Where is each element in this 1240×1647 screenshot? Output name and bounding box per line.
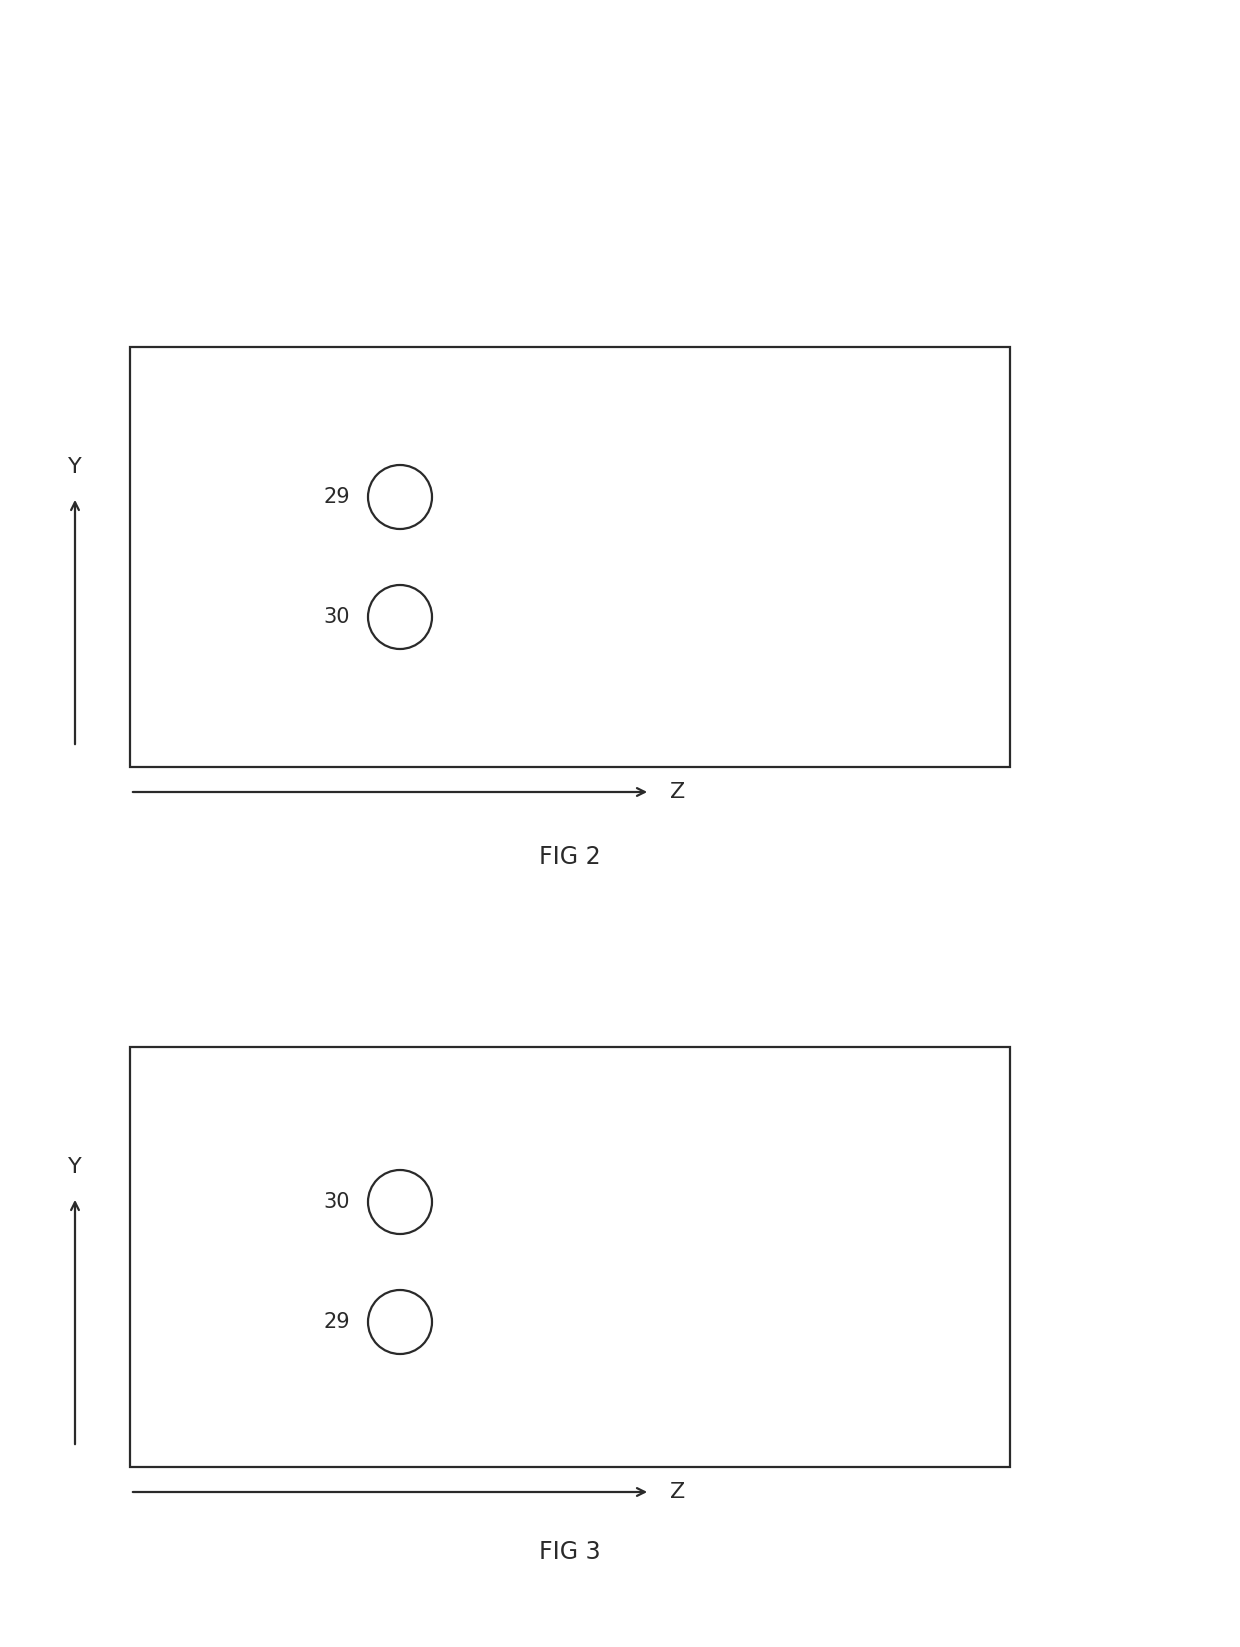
Text: Z: Z [670,782,686,802]
Text: Y: Y [68,456,82,478]
Circle shape [368,464,432,529]
Circle shape [368,1169,432,1234]
Text: 29: 29 [324,1313,350,1332]
Circle shape [368,585,432,649]
Text: Y: Y [68,1156,82,1178]
Text: FIG 3: FIG 3 [539,1540,601,1565]
Text: Z: Z [670,1482,686,1502]
Bar [130,348,1011,768]
Text: 30: 30 [324,608,350,628]
Text: 29: 29 [324,488,350,507]
Bar [130,1047,1011,1467]
Text: 30: 30 [324,1192,350,1212]
Text: FIG 2: FIG 2 [539,845,601,870]
Circle shape [368,1290,432,1354]
